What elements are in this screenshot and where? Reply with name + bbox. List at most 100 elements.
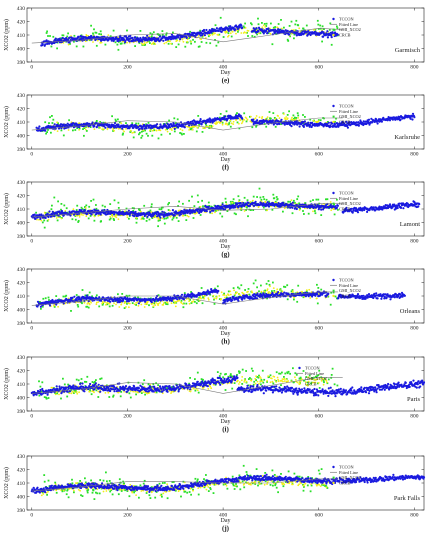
data-point [195, 130, 198, 133]
data-point [335, 206, 338, 209]
data-point [145, 220, 148, 222]
data-point [273, 201, 276, 204]
data-point [391, 118, 394, 121]
data-point [290, 118, 293, 121]
data-point [290, 125, 293, 128]
data-point [182, 202, 184, 205]
data-point [82, 45, 85, 48]
data-point [48, 304, 52, 307]
data-point [276, 288, 279, 291]
data-point [71, 124, 74, 127]
data-point [263, 23, 266, 25]
data-point [68, 119, 70, 122]
data-point [102, 128, 104, 131]
data-point [293, 199, 295, 202]
data-point [256, 196, 258, 198]
data-point [83, 209, 86, 212]
data-point [200, 123, 203, 126]
data-point [143, 306, 146, 308]
data-point [207, 35, 210, 38]
data-point [223, 294, 226, 296]
data-point [45, 132, 47, 135]
y-tick-label: 390 [17, 234, 26, 240]
data-point [229, 125, 232, 128]
y-tick-label: 420 [17, 281, 26, 287]
data-point [305, 289, 308, 292]
data-point [176, 298, 179, 301]
data-point [39, 217, 42, 220]
data-point [100, 33, 102, 36]
data-point [77, 36, 80, 39]
data-point [327, 121, 330, 124]
data-point [211, 125, 214, 128]
data-point [256, 286, 258, 289]
data-point [181, 129, 184, 132]
data-point [104, 43, 107, 46]
data-point [214, 211, 216, 214]
data-point [309, 124, 312, 127]
data-point [210, 288, 213, 291]
data-point [199, 205, 202, 208]
data-point [145, 132, 148, 135]
data-point [262, 196, 265, 198]
data-point [141, 134, 144, 137]
data-point [157, 218, 160, 221]
data-point [230, 35, 233, 38]
data-point [234, 206, 237, 209]
data-point [193, 205, 196, 207]
data-point [254, 279, 257, 282]
x-tick-label: 200 [123, 239, 132, 245]
data-point [307, 212, 310, 215]
data-point [158, 35, 162, 38]
data-point [95, 204, 97, 206]
data-point [285, 116, 288, 118]
data-point [243, 26, 246, 29]
data-point [288, 25, 291, 27]
data-point [271, 43, 274, 46]
data-point [150, 203, 153, 206]
data-point [163, 211, 166, 214]
data-point [290, 20, 293, 23]
data-point [115, 214, 117, 217]
data-point [260, 28, 263, 31]
data-point [136, 301, 138, 304]
data-point [277, 23, 280, 25]
data-point [175, 126, 178, 129]
data-point [186, 40, 189, 43]
data-point [232, 198, 235, 201]
data-point [114, 41, 117, 44]
data-point [137, 304, 140, 307]
data-point [194, 125, 197, 128]
data-point [246, 206, 248, 209]
data-point [138, 128, 141, 131]
data-point [346, 126, 349, 129]
data-point [46, 131, 48, 133]
data-point [190, 40, 193, 43]
data-point [125, 122, 127, 124]
data-point [282, 210, 284, 213]
data-point [95, 303, 98, 306]
data-point [71, 296, 74, 299]
x-tick-label: 0 [30, 152, 33, 158]
legend-swatch [332, 104, 335, 108]
data-point [54, 37, 57, 40]
data-point [175, 37, 178, 40]
data-point [291, 206, 294, 209]
data-point [329, 22, 332, 25]
data-point [238, 122, 240, 125]
data-point [73, 40, 75, 43]
data-point [296, 112, 299, 115]
data-point [221, 121, 224, 124]
data-point [281, 290, 284, 293]
data-point [131, 123, 134, 126]
data-point [327, 121, 329, 123]
data-point [220, 30, 223, 33]
data-point [283, 123, 286, 126]
data-point [109, 215, 112, 218]
data-point [302, 125, 305, 128]
x-tick-label: 600 [315, 326, 324, 332]
data-point [239, 202, 242, 205]
data-point [235, 213, 237, 216]
data-point [41, 221, 44, 224]
